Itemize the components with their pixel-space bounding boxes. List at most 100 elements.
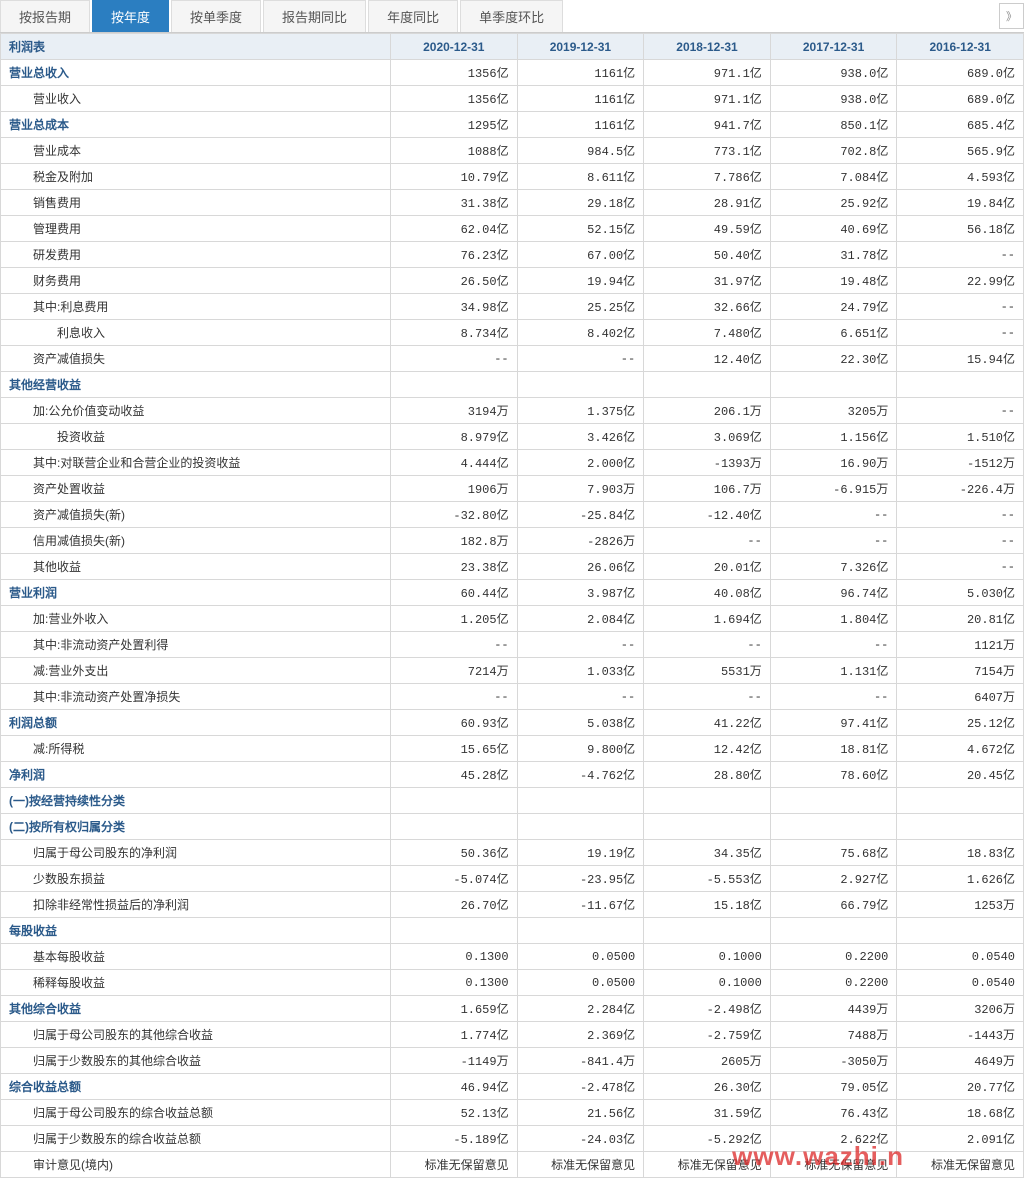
table-row: 营业成本1088亿984.5亿773.1亿702.8亿565.9亿	[1, 138, 1024, 164]
cell: 26.70亿	[391, 892, 518, 918]
row-label: 归属于母公司股东的净利润	[1, 840, 391, 866]
cell: -5.074亿	[391, 866, 518, 892]
income-statement-table: 利润表2020-12-312019-12-312018-12-312017-12…	[0, 33, 1024, 1178]
row-label: 其他收益	[1, 554, 391, 580]
cell: 96.74亿	[770, 580, 897, 606]
row-label: 稀释每股收益	[1, 970, 391, 996]
cell: 46.94亿	[391, 1074, 518, 1100]
table-row: 销售费用31.38亿29.18亿28.91亿25.92亿19.84亿	[1, 190, 1024, 216]
tab-3[interactable]: 报告期同比	[263, 0, 366, 32]
cell: 97.41亿	[770, 710, 897, 736]
cell: 6.651亿	[770, 320, 897, 346]
cell: 4.444亿	[391, 450, 518, 476]
cell: 3.987亿	[517, 580, 644, 606]
cell: 0.0500	[517, 970, 644, 996]
header-col-1: 2019-12-31	[517, 34, 644, 60]
cell: 20.81亿	[897, 606, 1024, 632]
row-label: 销售费用	[1, 190, 391, 216]
table-row: 利息收入8.734亿8.402亿7.480亿6.651亿--	[1, 320, 1024, 346]
cell: --	[391, 346, 518, 372]
row-label: 其他经营收益	[1, 372, 391, 398]
cell: 12.42亿	[644, 736, 771, 762]
tab-bar: 按报告期按年度按单季度报告期同比年度同比单季度环比 》	[0, 0, 1024, 33]
table-row: 综合收益总额46.94亿-2.478亿26.30亿79.05亿20.77亿	[1, 1074, 1024, 1100]
tab-5[interactable]: 单季度环比	[460, 0, 563, 32]
cell: 32.66亿	[644, 294, 771, 320]
tab-1[interactable]: 按年度	[92, 0, 169, 32]
row-label: 营业利润	[1, 580, 391, 606]
table-row: 少数股东损益-5.074亿-23.95亿-5.553亿2.927亿1.626亿	[1, 866, 1024, 892]
cell	[644, 372, 771, 398]
cell: --	[644, 684, 771, 710]
tab-scroll-right[interactable]: 》	[999, 3, 1024, 29]
cell: 182.8万	[391, 528, 518, 554]
cell: --	[517, 684, 644, 710]
row-label: 税金及附加	[1, 164, 391, 190]
cell: 2.369亿	[517, 1022, 644, 1048]
cell: 0.2200	[770, 970, 897, 996]
cell: 25.92亿	[770, 190, 897, 216]
cell: 12.40亿	[644, 346, 771, 372]
cell: 0.1000	[644, 944, 771, 970]
cell: 1906万	[391, 476, 518, 502]
cell: 941.7亿	[644, 112, 771, 138]
row-label: 利润总额	[1, 710, 391, 736]
row-label: 营业成本	[1, 138, 391, 164]
table-row: (二)按所有权归属分类	[1, 814, 1024, 840]
cell: 7154万	[897, 658, 1024, 684]
table-row: 其中:利息费用34.98亿25.25亿32.66亿24.79亿--	[1, 294, 1024, 320]
tab-4[interactable]: 年度同比	[368, 0, 458, 32]
cell: --	[517, 632, 644, 658]
row-label: 加:营业外收入	[1, 606, 391, 632]
row-label: 其中:非流动资产处置净损失	[1, 684, 391, 710]
cell: 1.659亿	[391, 996, 518, 1022]
row-label: 扣除非经常性损益后的净利润	[1, 892, 391, 918]
row-label: 归属于母公司股东的其他综合收益	[1, 1022, 391, 1048]
cell: --	[391, 684, 518, 710]
cell: 1161亿	[517, 60, 644, 86]
cell: -2.498亿	[644, 996, 771, 1022]
cell: 67.00亿	[517, 242, 644, 268]
cell: --	[897, 398, 1024, 424]
tab-0[interactable]: 按报告期	[0, 0, 90, 32]
cell: 34.35亿	[644, 840, 771, 866]
cell: 29.18亿	[517, 190, 644, 216]
tab-2[interactable]: 按单季度	[171, 0, 261, 32]
row-label: 其中:非流动资产处置利得	[1, 632, 391, 658]
cell: 1.205亿	[391, 606, 518, 632]
cell: 22.99亿	[897, 268, 1024, 294]
cell: 0.1000	[644, 970, 771, 996]
cell: --	[897, 554, 1024, 580]
cell: -24.03亿	[517, 1126, 644, 1152]
table-row: 资产减值损失----12.40亿22.30亿15.94亿	[1, 346, 1024, 372]
cell: 23.38亿	[391, 554, 518, 580]
cell: 8.611亿	[517, 164, 644, 190]
table-row: 利润总额60.93亿5.038亿41.22亿97.41亿25.12亿	[1, 710, 1024, 736]
cell: --	[770, 684, 897, 710]
cell: --	[897, 242, 1024, 268]
cell: -2.478亿	[517, 1074, 644, 1100]
cell: --	[897, 294, 1024, 320]
cell: 52.15亿	[517, 216, 644, 242]
cell: -841.4万	[517, 1048, 644, 1074]
table-row: 资产减值损失(新)-32.80亿-25.84亿-12.40亿----	[1, 502, 1024, 528]
table-row: 加:营业外收入1.205亿2.084亿1.694亿1.804亿20.81亿	[1, 606, 1024, 632]
table-row: 税金及附加10.79亿8.611亿7.786亿7.084亿4.593亿	[1, 164, 1024, 190]
cell: 1161亿	[517, 86, 644, 112]
cell: 75.68亿	[770, 840, 897, 866]
cell	[770, 372, 897, 398]
cell: 689.0亿	[897, 86, 1024, 112]
header-col-0: 2020-12-31	[391, 34, 518, 60]
row-label: 信用减值损失(新)	[1, 528, 391, 554]
cell: 2.000亿	[517, 450, 644, 476]
row-label: 营业收入	[1, 86, 391, 112]
cell: 3206万	[897, 996, 1024, 1022]
table-row: 其中:对联营企业和合营企业的投资收益4.444亿2.000亿-1393万16.9…	[1, 450, 1024, 476]
cell: 0.2200	[770, 944, 897, 970]
cell: 25.12亿	[897, 710, 1024, 736]
cell: 4649万	[897, 1048, 1024, 1074]
cell: -5.553亿	[644, 866, 771, 892]
cell	[517, 788, 644, 814]
cell: 45.28亿	[391, 762, 518, 788]
row-label: (二)按所有权归属分类	[1, 814, 391, 840]
